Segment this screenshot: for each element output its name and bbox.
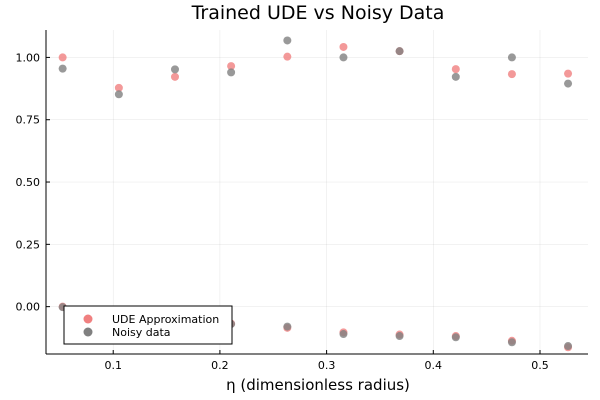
data-point — [395, 47, 404, 56]
data-point — [507, 338, 516, 347]
data-point — [564, 342, 573, 351]
data-point — [283, 36, 292, 45]
x-tick-label: 0.1 — [104, 359, 122, 372]
data-point — [507, 53, 516, 62]
data-point — [451, 333, 460, 342]
data-point — [58, 53, 67, 62]
data-point — [58, 64, 67, 73]
y-tick-label: 0.75 — [16, 114, 41, 127]
x-tick-label: 0.5 — [531, 359, 549, 372]
x-tick-label: 0.3 — [318, 359, 336, 372]
data-point — [114, 90, 123, 99]
y-tick-label: 0.00 — [16, 301, 41, 314]
y-tick-label: 1.00 — [16, 51, 41, 64]
data-point — [339, 53, 348, 62]
axes — [45, 30, 588, 355]
x-ticks: 0.1 0.2 0.3 0.4 0.5 — [104, 350, 549, 372]
y-tick-label: 0.25 — [16, 238, 41, 251]
legend: UDE Approximation Noisy data — [63, 305, 233, 345]
data-point — [395, 332, 404, 341]
x-axis-label: η (dimensionless radius) — [226, 376, 410, 394]
data-point — [227, 62, 236, 71]
data-point — [564, 79, 573, 88]
data-point — [170, 65, 179, 74]
data-point — [564, 69, 573, 78]
x-tick-label: 0.4 — [425, 359, 443, 372]
y-tick-label: 0.50 — [16, 176, 41, 189]
data-point — [451, 72, 460, 81]
data-point — [283, 322, 292, 331]
legend-label-ude: UDE Approximation — [112, 313, 219, 326]
data-point — [339, 330, 348, 339]
data-point — [507, 70, 516, 79]
data-point — [451, 65, 460, 74]
data-point — [227, 68, 236, 77]
data-points — [58, 36, 573, 352]
series-1 — [58, 36, 573, 351]
chart-title: Trained UDE vs Noisy Data — [191, 2, 445, 24]
legend-box — [63, 305, 233, 345]
data-point — [283, 52, 292, 61]
legend-marker-noisy — [83, 327, 93, 337]
data-point — [170, 72, 179, 81]
series-0 — [58, 42, 573, 352]
legend-label-noisy: Noisy data — [112, 326, 171, 339]
legend-marker-ude — [83, 314, 93, 324]
y-ticks: 0.00 0.25 0.50 0.75 1.00 — [16, 51, 50, 314]
x-tick-label: 0.2 — [211, 359, 229, 372]
data-point — [339, 42, 348, 51]
grid — [46, 30, 588, 354]
data-point — [114, 83, 123, 92]
